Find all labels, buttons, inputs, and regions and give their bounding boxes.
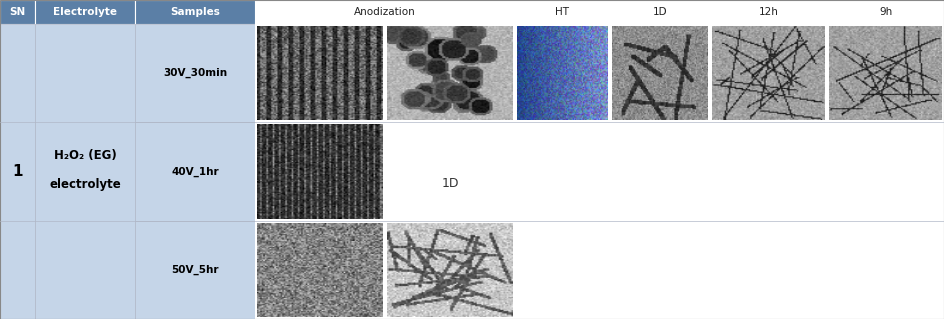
Text: HT: HT <box>555 7 569 17</box>
Bar <box>610 24 710 122</box>
Bar <box>515 122 610 221</box>
Bar <box>710 24 827 122</box>
Bar <box>135 24 255 122</box>
Bar <box>35 0 135 24</box>
Bar <box>827 221 944 319</box>
Text: 12h: 12h <box>759 7 779 17</box>
Text: electrolyte: electrolyte <box>49 178 121 191</box>
Text: Anodization: Anodization <box>354 7 416 17</box>
Text: 30V_30min: 30V_30min <box>163 68 228 78</box>
Bar <box>610 0 710 24</box>
Bar <box>827 24 944 122</box>
Bar <box>135 0 255 24</box>
Bar <box>610 221 710 319</box>
Bar <box>35 24 135 319</box>
Bar <box>385 122 515 221</box>
Text: 1: 1 <box>12 164 23 179</box>
Text: SN: SN <box>9 7 25 17</box>
Bar <box>255 24 385 122</box>
Text: 1D: 1D <box>441 177 459 190</box>
Bar <box>255 221 385 319</box>
Bar <box>0 24 35 319</box>
Text: 40V_1hr: 40V_1hr <box>171 167 219 177</box>
Bar <box>385 221 515 319</box>
Bar <box>385 24 515 122</box>
Bar <box>515 24 610 122</box>
Bar <box>0 0 35 24</box>
Bar <box>515 221 610 319</box>
Bar <box>827 0 944 24</box>
Text: Samples: Samples <box>170 7 220 17</box>
Bar <box>385 0 515 24</box>
Text: 50V_5hr: 50V_5hr <box>171 265 219 275</box>
Bar <box>135 122 255 221</box>
Bar <box>827 122 944 221</box>
Bar <box>515 0 610 24</box>
Bar <box>135 221 255 319</box>
Bar <box>710 122 827 221</box>
Bar <box>255 122 385 221</box>
Bar <box>610 122 710 221</box>
Bar <box>255 0 385 24</box>
Text: 1D: 1D <box>652 7 667 17</box>
Text: 9h: 9h <box>879 7 892 17</box>
Bar <box>710 221 827 319</box>
Text: Electrolyte: Electrolyte <box>53 7 117 17</box>
Text: H₂O₂ (EG): H₂O₂ (EG) <box>54 149 116 162</box>
Bar <box>710 0 827 24</box>
